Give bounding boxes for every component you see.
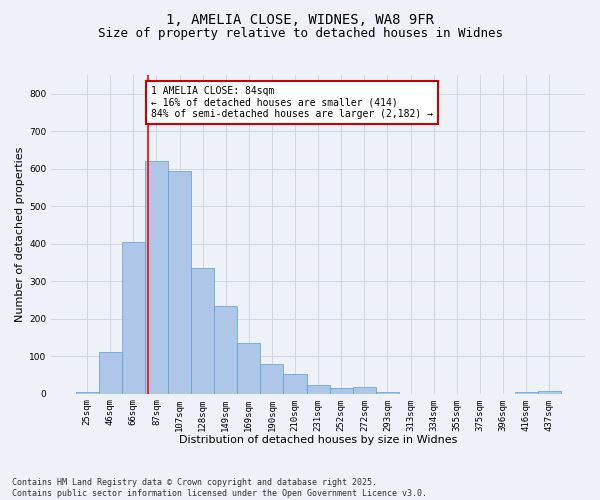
- Bar: [376, 392, 399, 394]
- Bar: [168, 170, 191, 394]
- Text: Contains HM Land Registry data © Crown copyright and database right 2025.
Contai: Contains HM Land Registry data © Crown c…: [12, 478, 427, 498]
- Bar: [191, 268, 214, 394]
- Bar: [283, 374, 307, 394]
- Text: 1 AMELIA CLOSE: 84sqm
← 16% of detached houses are smaller (414)
84% of semi-det: 1 AMELIA CLOSE: 84sqm ← 16% of detached …: [151, 86, 433, 120]
- Bar: [260, 364, 283, 394]
- Text: Size of property relative to detached houses in Widnes: Size of property relative to detached ho…: [97, 28, 503, 40]
- Bar: [353, 387, 376, 394]
- Bar: [122, 242, 145, 394]
- Bar: [145, 161, 168, 394]
- Text: 1, AMELIA CLOSE, WIDNES, WA8 9FR: 1, AMELIA CLOSE, WIDNES, WA8 9FR: [166, 12, 434, 26]
- Bar: [76, 392, 98, 394]
- Bar: [237, 343, 260, 394]
- X-axis label: Distribution of detached houses by size in Widnes: Distribution of detached houses by size …: [179, 435, 457, 445]
- Y-axis label: Number of detached properties: Number of detached properties: [15, 146, 25, 322]
- Bar: [515, 392, 538, 394]
- Bar: [538, 390, 561, 394]
- Bar: [307, 386, 329, 394]
- Bar: [98, 352, 122, 394]
- Bar: [214, 306, 237, 394]
- Bar: [329, 388, 353, 394]
